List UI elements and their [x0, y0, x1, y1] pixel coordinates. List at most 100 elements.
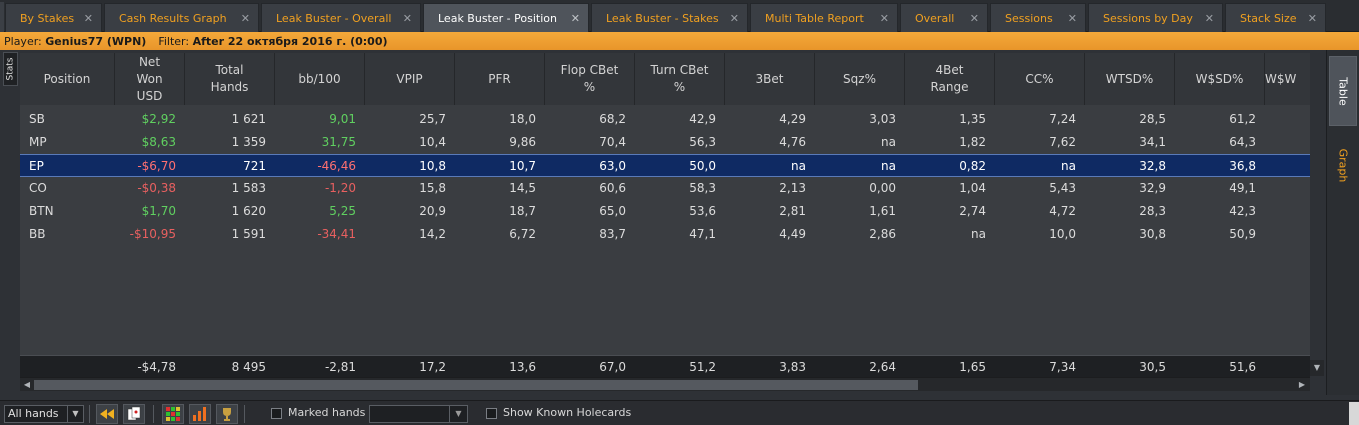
close-icon[interactable]: ✕	[570, 12, 580, 25]
table-row[interactable]: BB -$10,95 1 591 -34,41 14,2 6,72 83,7 47,1 4,49…	[20, 223, 1310, 246]
close-icon[interactable]: ✕	[969, 12, 979, 25]
column-header-cc[interactable]: CC%	[995, 53, 1085, 105]
player-value: Genius77 (WPN)	[45, 34, 147, 48]
column-header-vpip[interactable]: VPIP	[365, 53, 455, 105]
tab-sessions-by-day[interactable]: Sessions by Day ✕	[1088, 3, 1223, 32]
scroll-right-arrow-icon[interactable]: ▶	[1298, 380, 1306, 389]
cell-bb-100: -1,20	[324, 181, 356, 195]
cell-total-hands: 1 591	[231, 227, 266, 241]
cell-position: CO	[29, 181, 47, 195]
chevron-down-icon[interactable]: ▼	[449, 406, 467, 422]
tab-leak-buster-stakes[interactable]: Leak Buster - Stakes ✕	[591, 3, 748, 32]
tab-overall[interactable]: Overall ✕	[900, 3, 988, 32]
table-view-tab[interactable]: Table	[1329, 56, 1357, 126]
cell-cc: na	[1061, 159, 1076, 173]
cell-vpip: 15,8	[419, 181, 446, 195]
total-total-hands: 8 495	[231, 360, 266, 374]
close-icon[interactable]: ✕	[240, 12, 250, 25]
filter-label: Filter:	[158, 34, 190, 48]
column-header-net-won[interactable]: Net Won USD	[115, 53, 185, 105]
close-icon[interactable]: ✕	[1204, 12, 1214, 25]
replayer-button[interactable]	[123, 404, 145, 424]
total-wsd: 51,6	[1229, 360, 1256, 374]
cell-wsd: 49,1	[1229, 181, 1256, 195]
cell-flop-cbet: 65,0	[599, 204, 626, 218]
scrollbar-thumb[interactable]	[34, 380, 918, 390]
column-header-total-hands[interactable]: Total Hands	[185, 53, 275, 105]
column-header-bb-100[interactable]: bb/100	[275, 53, 365, 105]
cell-flop-cbet: 83,7	[599, 227, 626, 241]
column-header-pfr[interactable]: PFR	[455, 53, 545, 105]
hands-filter-select[interactable]: All hands ▼	[4, 405, 84, 423]
cell-wsd: 42,3	[1229, 204, 1256, 218]
marked-hands-label: Marked hands	[288, 406, 366, 419]
marked-hands-checkbox[interactable]	[271, 408, 282, 419]
table-row[interactable]: BTN $1,70 1 620 5,25 20,9 18,7 65,0 53,6 2,81 1,6…	[20, 200, 1310, 223]
cell-wsd: 36,8	[1229, 159, 1256, 173]
close-icon[interactable]: ✕	[1307, 12, 1317, 25]
cell-bb-100: 31,75	[321, 135, 356, 149]
hand-range-button[interactable]	[162, 404, 184, 424]
totals-row: -$4,78 8 495 -2,81 17,2 13,6 67,0 51,2 3,83 2,64…	[20, 355, 1310, 377]
window-edge	[1349, 402, 1359, 425]
cell-flop-cbet: 60,6	[599, 181, 626, 195]
tab-leak-buster-position[interactable]: Leak Buster - Position ✕	[423, 3, 589, 32]
column-header-wsw[interactable]: W$W	[1265, 53, 1310, 105]
close-icon[interactable]: ✕	[83, 12, 93, 25]
bar-chart-button[interactable]	[189, 404, 211, 424]
cell-3bet: 4,76	[779, 135, 806, 149]
cell-pfr: 18,0	[509, 112, 536, 126]
tab-by-stakes[interactable]: By Stakes ✕	[5, 3, 102, 32]
stats-side-tab[interactable]: Stats	[3, 52, 18, 86]
table-row[interactable]: EP -$6,70 721 -46,46 10,8 10,7 63,0 50,0 na na 0,8…	[20, 154, 1310, 177]
column-header-4bet-range[interactable]: 4Bet Range	[905, 53, 995, 105]
cell-cc: 7,62	[1049, 135, 1076, 149]
column-header-3bet[interactable]: 3Bet	[725, 53, 815, 105]
table-row[interactable]: CO -$0,38 1 583 -1,20 15,8 14,5 60,6 58,3 2,13 0,…	[20, 177, 1310, 200]
cell-cc: 5,43	[1049, 181, 1076, 195]
cell-position: BB	[29, 227, 46, 241]
cell-sqz: na	[881, 159, 896, 173]
cell-bb-100: -34,41	[317, 227, 356, 241]
column-header-wtsd[interactable]: WTSD%	[1085, 53, 1175, 105]
cell-wtsd: 32,8	[1139, 159, 1166, 173]
tab-sessions[interactable]: Sessions ✕	[990, 3, 1086, 32]
column-header-wsd[interactable]: W$SD%	[1175, 53, 1265, 105]
player-label: Player:	[4, 34, 42, 48]
close-icon[interactable]: ✕	[879, 12, 889, 25]
trophy-button[interactable]	[216, 404, 238, 424]
tab-multi-table-report[interactable]: Multi Table Report ✕	[750, 3, 898, 32]
cell-wsd: 61,2	[1229, 112, 1256, 126]
tab-stack-size[interactable]: Stack Size ✕	[1225, 3, 1326, 32]
stats-grid: Position Net Won USD Total Hands bb/100 VPIP…	[20, 53, 1310, 377]
cell-pfr: 14,5	[509, 181, 536, 195]
cell-sqz: 3,03	[869, 112, 896, 126]
marked-hands-select[interactable]: ▼	[369, 405, 468, 423]
cell-bb-100: 9,01	[329, 112, 356, 126]
cell-vpip: 10,8	[419, 159, 446, 173]
filter-bar: Player: Genius77 (WPN) Filter: After 22 …	[0, 32, 1359, 50]
column-header-flop-cbet[interactable]: Flop CBet %	[545, 53, 635, 105]
show-holecards-checkbox[interactable]	[486, 408, 497, 419]
cell-bb-100: 5,25	[329, 204, 356, 218]
table-row[interactable]: SB $2,92 1 621 9,01 25,7 18,0 68,2 42,9 4,29 3,03…	[20, 108, 1310, 131]
cell-turn-cbet: 53,6	[689, 204, 716, 218]
scroll-down-arrow-icon[interactable]: ▼	[1310, 360, 1324, 376]
column-header-sqz[interactable]: Sqz%	[815, 53, 905, 105]
cell-net-won: -$6,70	[137, 159, 176, 173]
table-row[interactable]: MP $8,63 1 359 31,75 10,4 9,86 70,4 56,3 4,76 na 1…	[20, 131, 1310, 154]
column-header-position[interactable]: Position	[20, 53, 115, 105]
tab-label: Overall	[915, 11, 955, 25]
column-header-turn-cbet[interactable]: Turn CBet %	[635, 53, 725, 105]
scroll-left-arrow-icon[interactable]: ◀	[23, 380, 31, 389]
graph-view-tab[interactable]: Graph	[1329, 130, 1357, 200]
chevron-down-icon[interactable]: ▼	[67, 406, 83, 422]
rewind-button[interactable]	[96, 404, 118, 424]
close-icon[interactable]: ✕	[1067, 12, 1077, 25]
tab-leak-buster-overall[interactable]: Leak Buster - Overall ✕	[261, 3, 421, 32]
cell-flop-cbet: 68,2	[599, 112, 626, 126]
close-icon[interactable]: ✕	[729, 12, 739, 25]
tab-cash-results-graph[interactable]: Cash Results Graph ✕	[104, 3, 259, 32]
horizontal-scrollbar[interactable]: ◀ ▶	[20, 377, 1310, 391]
close-icon[interactable]: ✕	[402, 12, 412, 25]
